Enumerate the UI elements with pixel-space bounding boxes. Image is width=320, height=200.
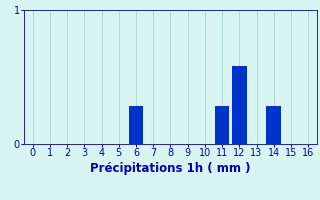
Bar: [267, 106, 281, 144]
Bar: [129, 106, 143, 144]
Bar: [215, 106, 229, 144]
Bar: [232, 66, 247, 144]
X-axis label: Précipitations 1h ( mm ): Précipitations 1h ( mm ): [90, 162, 251, 175]
